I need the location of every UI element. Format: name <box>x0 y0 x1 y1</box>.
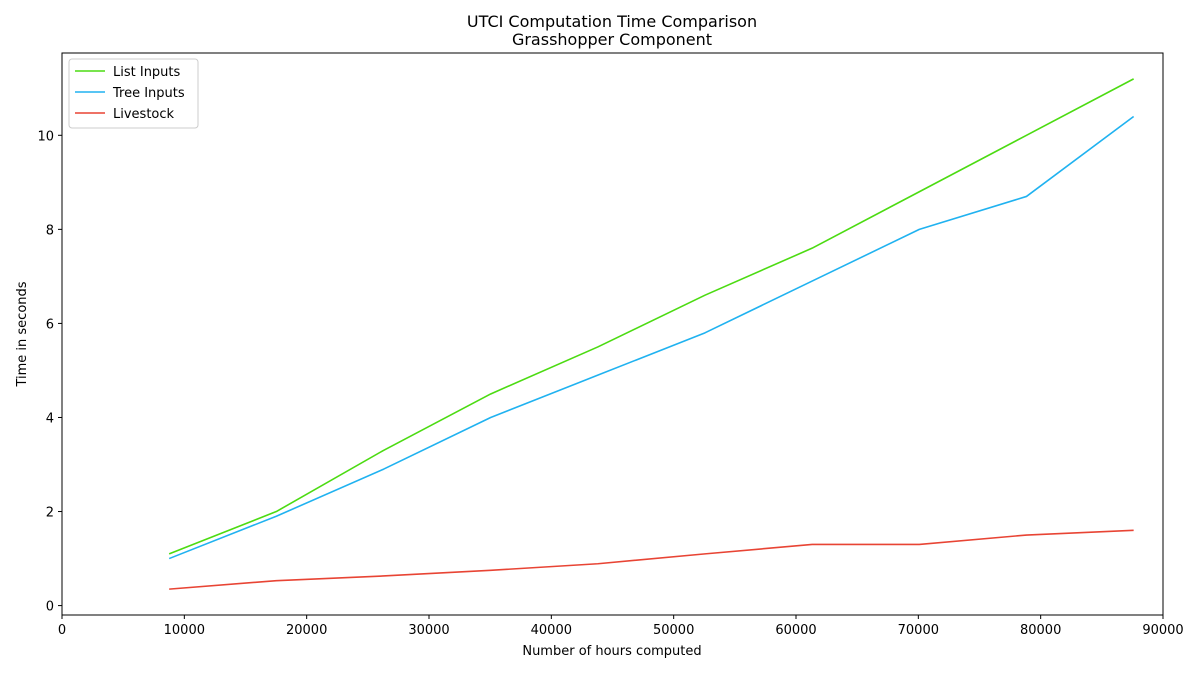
y-tick-label: 10 <box>37 129 54 144</box>
y-axis-label: Time in seconds <box>15 281 30 387</box>
x-tick-label: 80000 <box>1020 623 1061 638</box>
legend-box <box>68 58 199 129</box>
axes <box>61 52 1164 616</box>
chart-title: UTCI Computation Time Comparison <box>467 12 757 31</box>
plot-frame <box>61 52 1164 616</box>
x-tick-label: 70000 <box>898 623 939 638</box>
x-tick-label: 20000 <box>286 623 327 638</box>
chart-subtitle: Grasshopper Component <box>512 30 712 49</box>
series-line-3 <box>169 529 1134 590</box>
legend-label: List Inputs <box>113 65 181 80</box>
legend-label: Tree Inputs <box>112 86 185 101</box>
y-tick-label: 8 <box>46 223 54 238</box>
x-tick-label: 40000 <box>531 623 572 638</box>
x-axis-label: Number of hours computed <box>522 644 701 659</box>
plot-area <box>168 78 1135 590</box>
y-tick-label: 6 <box>46 317 54 332</box>
legend-label: Livestock <box>113 107 175 122</box>
legend: List Inputs Tree Inputs Livestock <box>68 58 199 129</box>
series-line-2 <box>168 115 1135 560</box>
x-tick-label: 10000 <box>164 623 205 638</box>
x-tick-label: 0 <box>58 623 66 638</box>
y-tick-label: 2 <box>46 506 54 521</box>
x-axis-ticks: 0 10000 20000 30000 40000 50000 60000 70000 8000… <box>58 615 1184 638</box>
x-tick-label: 30000 <box>408 623 449 638</box>
y-tick-label: 0 <box>46 600 54 615</box>
y-tick-label: 4 <box>46 411 54 426</box>
x-tick-label: 50000 <box>653 623 694 638</box>
x-tick-label: 60000 <box>775 623 816 638</box>
y-axis-ticks: 0 2 4 6 8 10 <box>37 129 62 615</box>
x-tick-label: 90000 <box>1142 623 1183 638</box>
series-line-1 <box>168 78 1135 555</box>
